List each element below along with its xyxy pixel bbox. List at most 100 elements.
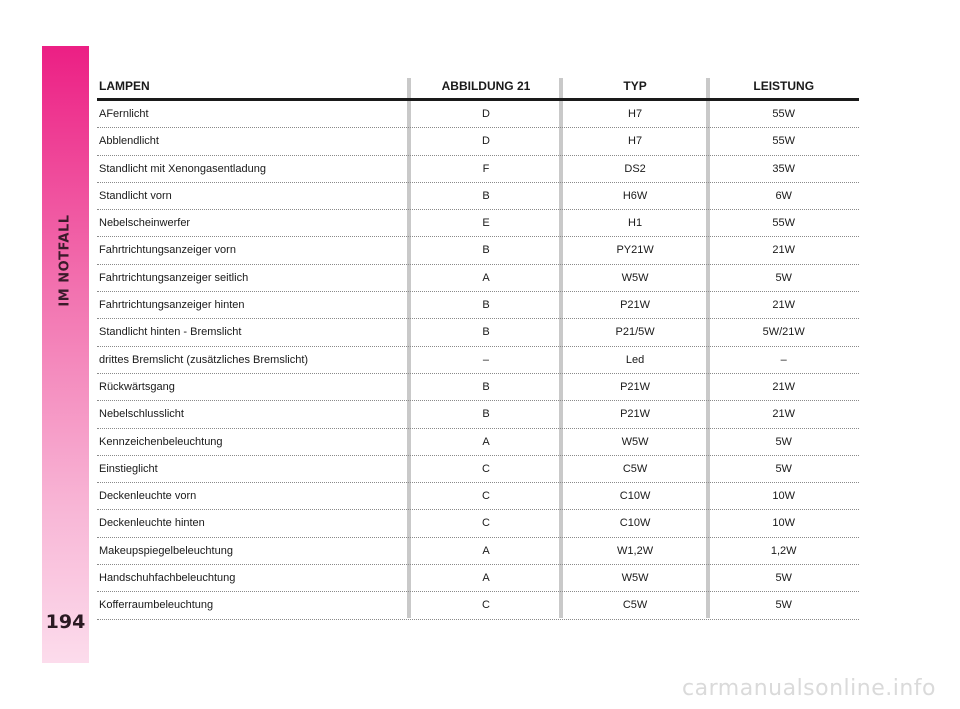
cell-lampe: Makeupspiegelbeleuchtung (99, 544, 233, 557)
cell-leistung: 55W (772, 217, 795, 230)
cell-abbildung: E (482, 217, 490, 230)
table-row: Nebelscheinwerfer E H1 55W (97, 210, 859, 238)
cell-abbildung: A (482, 271, 490, 284)
table-header: LAMPEN ABBILDUNG 21 TYP LEISTUNG (97, 76, 859, 101)
cell-leistung: 55W (772, 108, 795, 120)
table-row: Abblendlicht D H7 55W (97, 128, 859, 156)
table-row: drittes Bremslicht (zusätzliches Bremsli… (97, 347, 859, 374)
table-row: Rückwärtsgang B P21W 21W (97, 374, 859, 402)
cell-abbildung: A (482, 435, 490, 448)
cell-typ: H1 (628, 217, 643, 230)
cell-lampe: Deckenleuchte hinten (99, 517, 205, 530)
cell-typ: W5W (621, 271, 649, 284)
cell-leistung: 5W (775, 271, 792, 284)
chapter-title: IM NOTFALL (50, 200, 80, 320)
cell-abbildung: B (482, 408, 490, 421)
cell-typ: C10W (619, 490, 651, 503)
cell-typ: H7 (628, 135, 643, 148)
cell-abbildung: B (482, 380, 490, 393)
cell-lampe: Fahrtrichtungsanzeiger vorn (99, 244, 236, 257)
cell-abbildung: D (482, 108, 490, 120)
chapter-sidebar (42, 46, 89, 663)
cell-lampe: Kennzeichenbeleuchtung (99, 435, 223, 448)
cell-leistung: 6W (775, 189, 792, 202)
cell-abbildung: F (482, 162, 490, 175)
cell-lampe: Standlicht hinten - Bremslicht (99, 326, 242, 339)
cell-abbildung: C (482, 490, 490, 503)
cell-abbildung: B (482, 189, 490, 202)
cell-lampe: Abblendlicht (99, 135, 159, 148)
cell-lampe: Rückwärtsgang (99, 380, 175, 393)
cell-abbildung: A (482, 572, 490, 585)
lamp-table: LAMPEN ABBILDUNG 21 TYP LEISTUNG AFernli… (97, 76, 859, 620)
table-row: Fahrtrichtungsanzeiger hinten B P21W 21W (97, 292, 859, 320)
cell-abbildung: D (482, 135, 490, 148)
table-row: Fahrtrichtungsanzeiger seitlich A W5W 5W (97, 265, 859, 293)
table-row: Kennzeichenbeleuchtung A W5W 5W (97, 429, 859, 456)
cell-typ: P21W (620, 299, 651, 312)
table-body: AFernlicht D H7 55W Abblendlicht D H7 55W Standl… (97, 101, 859, 620)
cell-abbildung: B (482, 326, 490, 339)
table-row: Kofferraumbeleuchtung C C5W 5W (97, 592, 859, 620)
header-abbildung: ABBILDUNG 21 (441, 79, 531, 93)
column-separator (559, 78, 563, 618)
cell-lampe: Fahrtrichtungsanzeiger seitlich (99, 271, 249, 284)
cell-lampe: drittes Bremslicht (zusätzliches Bremsli… (99, 353, 309, 366)
cell-typ: C5W (622, 599, 648, 612)
column-separator (706, 78, 710, 618)
cell-lampe: Standlicht mit Xenongasentladung (99, 162, 266, 175)
cell-leistung: 5W (775, 572, 792, 585)
cell-typ: C10W (619, 517, 651, 530)
cell-typ: W1,2W (617, 544, 654, 557)
cell-leistung: 55W (772, 135, 795, 148)
table-row: Standlicht vorn B H6W 6W (97, 183, 859, 211)
cell-lampe: Einstieglicht (99, 462, 158, 475)
cell-abbildung: C (482, 462, 490, 475)
cell-typ: C5W (622, 462, 648, 475)
cell-lampe: AFernlicht (99, 108, 149, 120)
cell-leistung: 5W/21W (762, 326, 805, 339)
cell-lampe: Kofferraumbeleuchtung (99, 599, 214, 612)
page-number: 194 (45, 611, 86, 633)
cell-typ: H7 (628, 108, 643, 120)
cell-leistung: 5W (775, 599, 792, 612)
header-leistung: LEISTUNG (753, 79, 815, 93)
cell-abbildung: B (482, 244, 490, 257)
header-typ: TYP (623, 79, 647, 93)
cell-leistung: 21W (772, 299, 795, 312)
cell-abbildung: C (482, 599, 490, 612)
cell-typ: Led (625, 353, 645, 366)
table-row: Einstieglicht C C5W 5W (97, 456, 859, 484)
cell-abbildung: B (482, 299, 490, 312)
cell-typ: P21W (620, 380, 651, 393)
cell-abbildung: A (482, 544, 490, 557)
table-row: Fahrtrichtungsanzeiger vorn B PY21W 21W (97, 237, 859, 265)
chapter-title-text: IM NOTFALL (57, 213, 73, 307)
cell-leistung: 5W (775, 435, 792, 448)
cell-lampe: Standlicht vorn (99, 189, 172, 202)
cell-lampe: Handschuhfachbeleuchtung (99, 572, 236, 585)
watermark: carmanualsonline.info (682, 676, 936, 701)
cell-lampe: Deckenleuchte vorn (99, 490, 197, 503)
cell-typ: P21W (620, 408, 651, 421)
cell-leistung: 10W (772, 517, 795, 530)
cell-leistung: 35W (772, 162, 795, 175)
cell-leistung: 1,2W (770, 544, 797, 557)
cell-leistung: 10W (772, 490, 795, 503)
table-row: AFernlicht D H7 55W (97, 101, 859, 129)
table-row: Makeupspiegelbeleuchtung A W1,2W 1,2W (97, 538, 859, 566)
cell-lampe: Nebelscheinwerfer (99, 217, 191, 230)
table-row: Deckenleuchte vorn C C10W 10W (97, 483, 859, 511)
header-lampen: LAMPEN (99, 79, 150, 93)
cell-typ: W5W (621, 572, 649, 585)
table-row: Deckenleuchte hinten C C10W 10W (97, 510, 859, 538)
table-row: Nebelschlusslicht B P21W 21W (97, 401, 859, 429)
cell-leistung: 21W (772, 244, 795, 257)
column-separator (407, 78, 411, 618)
cell-leistung: 5W (775, 462, 792, 475)
cell-typ: W5W (621, 435, 649, 448)
cell-typ: H6W (622, 189, 648, 202)
cell-typ: PY21W (616, 244, 654, 257)
cell-typ: DS2 (624, 162, 646, 175)
cell-leistung: – (780, 353, 787, 366)
